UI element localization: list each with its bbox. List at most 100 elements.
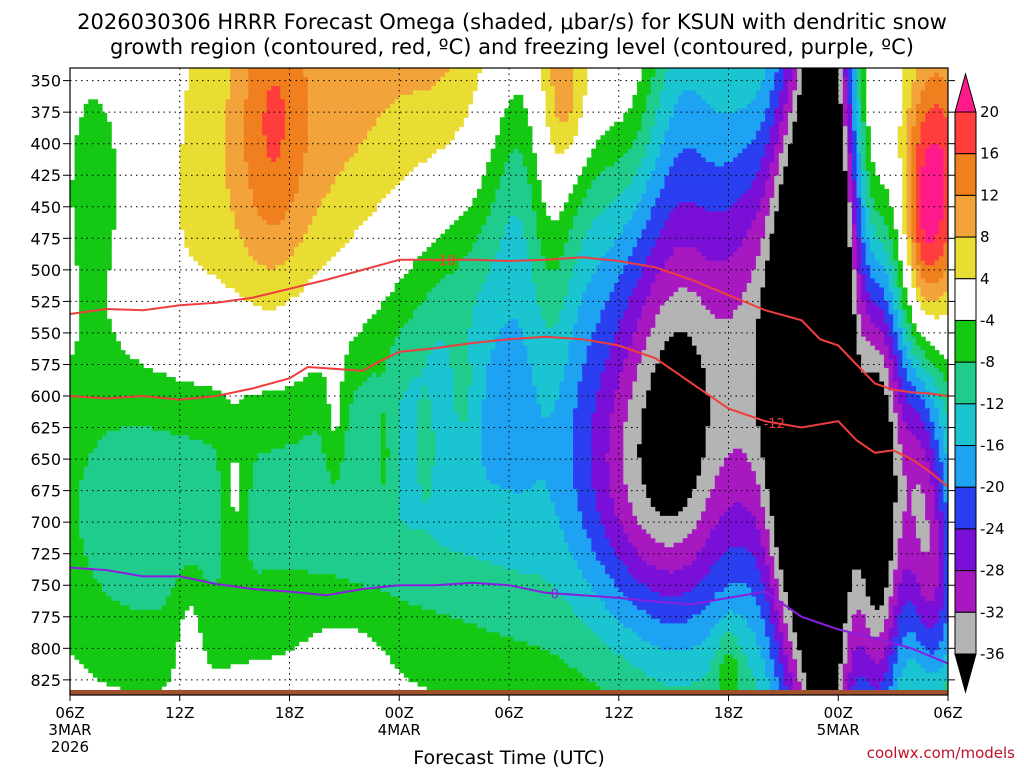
omega-cell [865,184,871,190]
omega-cell [422,394,428,401]
omega-cell [774,636,784,642]
omega-cell [618,385,634,392]
omega-cell [902,471,931,477]
omega-cell [344,439,382,445]
omega-cell [637,327,652,333]
omega-cell [847,188,853,194]
omega-cell [591,332,615,338]
omega-cell [755,632,766,638]
omega-cell [897,547,922,553]
omega-cell [307,126,373,132]
omega-cell [851,623,867,629]
omega-cell [915,256,922,262]
omega-cell [792,126,844,132]
omega-cell [641,314,656,320]
omega-cell [380,435,387,441]
omega-cell [851,242,858,248]
omega-cell [934,453,940,459]
omega-cell [943,448,948,454]
omega-cell [906,197,913,203]
omega-cell [934,103,940,109]
omega-cell [774,153,780,159]
omega-cell [399,417,419,423]
omega-cell [893,377,903,383]
omega-cell [847,171,853,177]
omega-cell [696,583,730,589]
omega-cell [755,90,771,96]
omega-cell [888,578,894,584]
omega-cell [851,305,858,311]
omega-cell [358,144,446,150]
omega-cell [893,578,903,584]
omega-cell [541,85,556,91]
omega-cell [431,403,455,409]
omega-cell [531,188,542,194]
omega-cell [911,153,917,159]
omega-cell [83,538,222,544]
omega-cell [431,426,483,432]
omega-cell [943,663,948,669]
omega-cell [934,466,945,472]
omega-cell [266,139,281,145]
omega-cell [893,506,908,512]
omega-cell [582,574,611,580]
omega-cell [746,103,771,109]
omega-cell [765,188,775,194]
omega-cell [403,390,423,396]
omega-cell [925,457,935,463]
omega-cell [380,305,419,311]
omega-cell [348,157,428,163]
omega-cell [102,583,176,589]
omega-cell [248,76,309,83]
omega-cell [179,224,236,230]
omega-cell [902,72,917,78]
omega-cell [737,668,752,674]
omega-cell [774,672,784,678]
omega-cell [554,85,574,91]
omega-cell [760,206,771,212]
omega-cell [925,157,945,163]
omega-cell [70,524,80,530]
omega-cell [897,596,926,602]
omega-cell [746,457,766,463]
omega-cell [792,627,844,633]
omega-cell [545,117,560,123]
omega-cell [614,502,634,508]
omega-cell [563,529,588,535]
omega-cell [943,162,948,168]
omega-cell [920,224,940,230]
omega-cell [97,444,213,450]
omega-cell [481,439,574,445]
omega-cell [664,345,698,351]
omega-cell [787,668,798,674]
omega-cell [632,179,647,186]
omega-cell [783,645,794,651]
omega-cell [659,229,748,235]
colorbar-label: 12 [980,186,999,204]
omega-cell [842,112,848,118]
omega-cell [417,403,432,409]
omega-cell [403,274,446,280]
omega-cell [326,457,345,463]
omega-cell [925,497,935,504]
omega-cell [623,623,716,629]
omega-cell [198,627,323,633]
omega-cell [303,153,355,159]
omega-cell [83,103,103,109]
omega-cell [856,609,862,615]
omega-cell [573,188,588,194]
omega-cell [851,202,858,208]
omega-cell [778,139,784,145]
omega-cell [618,515,638,521]
omega-cell [755,471,766,477]
omega-cell [710,659,725,665]
omega-cell [70,466,85,472]
omega-cell [893,574,903,580]
omega-cell [893,672,903,678]
omega-cell [70,179,117,186]
omega-cell [938,668,948,674]
omega-cell [801,650,844,656]
omega-cell [573,444,592,450]
omega-cell [856,215,862,221]
omega-cell [902,81,913,87]
